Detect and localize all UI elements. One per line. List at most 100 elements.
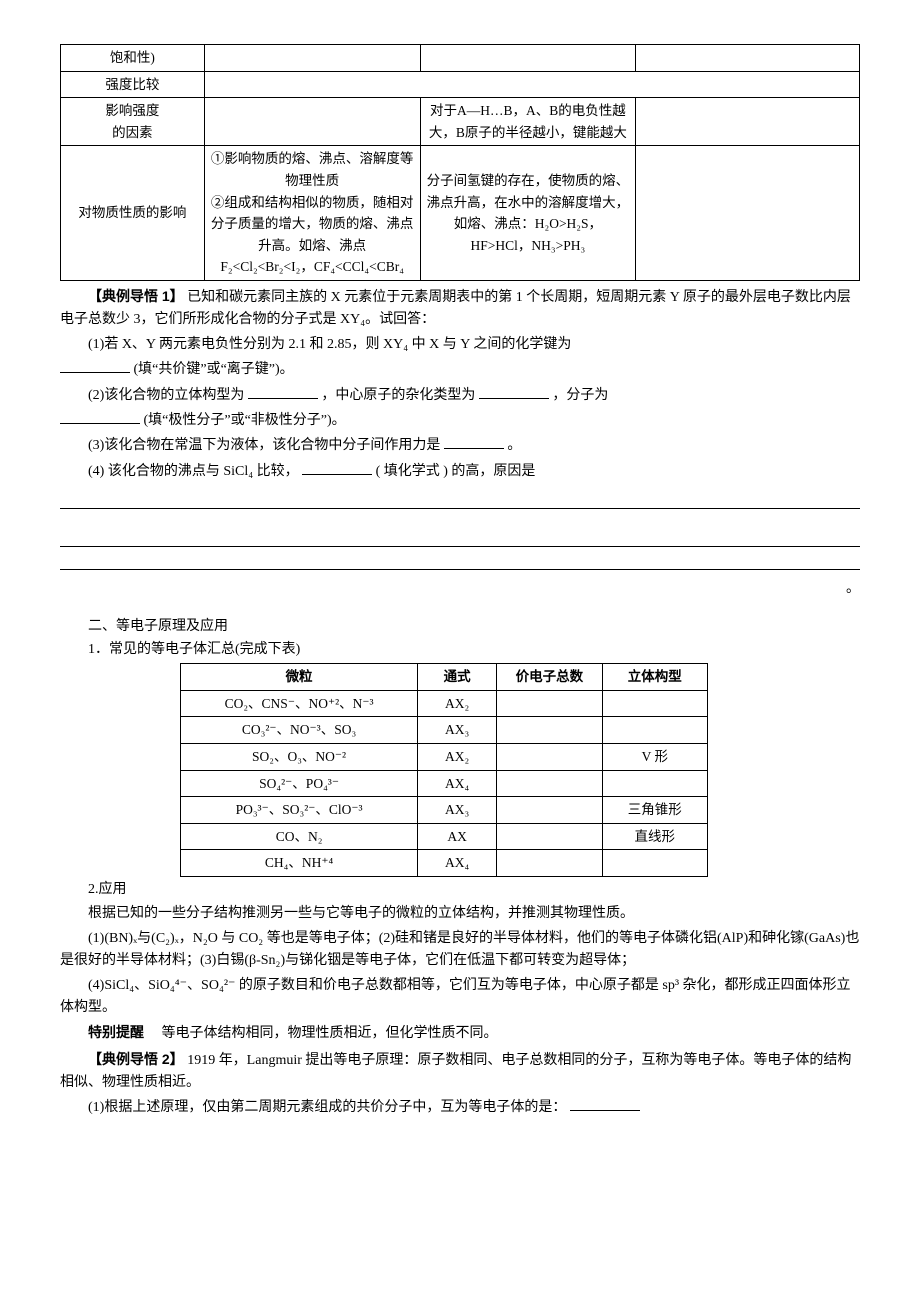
app-p3: (4)SiCl₄、SiO₄⁴⁻、SO₄²⁻ 的原子数目和价电子总数都相等，它们互…: [60, 975, 860, 1020]
table-row: CH₄、NH⁺⁴AX₄: [181, 850, 708, 877]
q1-text-a: (1)若 X、Y 两元素电负性分别为 2.1 和 2.85，则 XY₄ 中 X …: [88, 337, 571, 352]
cell: V 形: [602, 744, 707, 771]
cell: [602, 850, 707, 877]
example-1-q3: (3)该化合物在常温下为液体，该化合物中分子间作用力是 。: [60, 434, 860, 457]
blank-line[interactable]: [60, 491, 860, 509]
cell: [636, 146, 860, 281]
q4-text-a: (4) 该化合物的沸点与 SiCl₄ 比较，: [88, 464, 299, 479]
cell: AX₂: [418, 690, 497, 717]
q1-text-b: (填“共价键”或“离子键”)。: [134, 362, 294, 377]
col-header: 立体构型: [602, 664, 707, 691]
table-row: CO₃²⁻、NO⁻³、SO₃AX₃: [181, 717, 708, 744]
cell: CO₃²⁻、NO⁻³、SO₃: [181, 717, 418, 744]
example-2-stem: 【典例导悟 2】 1919 年，Langmuir 提出等电子原理：原子数相同、电…: [60, 1048, 860, 1095]
table-row: 饱和性): [61, 45, 860, 72]
section-2-sub2: 2.应用: [60, 879, 860, 901]
col-header: 通式: [418, 664, 497, 691]
blank-input[interactable]: [60, 409, 140, 424]
example-1-q1: (1)若 X、Y 两元素电负性分别为 2.1 和 2.85，则 XY₄ 中 X …: [60, 334, 860, 356]
q2-text-b: ，中心原子的杂化类型为: [321, 388, 475, 403]
q3-text-a: (3)该化合物在常温下为液体，该化合物中分子间作用力是: [88, 438, 440, 453]
table-row: SO₄²⁻、PO₄³⁻AX₄: [181, 770, 708, 797]
cell: 影响强度 的因素: [61, 98, 205, 146]
section-2-title: 二、等电子原理及应用: [60, 616, 860, 638]
blank-input[interactable]: [302, 460, 372, 475]
cell: [602, 717, 707, 744]
cell: 三角锥形: [602, 797, 707, 824]
cell: [497, 744, 602, 771]
cell: [204, 45, 420, 72]
cell: [636, 98, 860, 146]
cell: [636, 45, 860, 72]
table-row: SO₂、O₃、NO⁻²AX₂ V 形: [181, 744, 708, 771]
q2-text-a: (2)该化合物的立体构型为: [88, 388, 244, 403]
cell: CH₄、NH⁺⁴: [181, 850, 418, 877]
example-2-heading: 【典例导悟 2】: [88, 1051, 184, 1067]
table-row: CO、N₂AX 直线形: [181, 823, 708, 850]
q2-text-c: ，分子为: [552, 388, 608, 403]
cell: AX₃: [418, 717, 497, 744]
table-row: PO₃³⁻、SO₃²⁻、ClO⁻³AX₃三角锥形: [181, 797, 708, 824]
q3-text-b: 。: [507, 438, 521, 453]
blank-input[interactable]: [444, 434, 504, 449]
cell: 直线形: [602, 823, 707, 850]
isoelectronic-table: 微粒 通式 价电子总数 立体构型 CO₂、CNS⁻、NO⁺²、N⁻³AX₂CO₃…: [180, 663, 708, 877]
col-header: 价电子总数: [497, 664, 602, 691]
cell: AX: [418, 823, 497, 850]
app-p1: 根据已知的一些分子结构推测另一些与它等电子的微粒的立体结构，并推测其物理性质。: [60, 903, 860, 925]
blank-input[interactable]: [570, 1096, 640, 1111]
tip-text: 等电子体结构相同，物理性质相近，但化学性质不同。: [148, 1026, 498, 1041]
example-1-q4: (4) 该化合物的沸点与 SiCl₄ 比较， ( 填化学式 ) 的高，原因是: [60, 460, 860, 483]
cell: AX₄: [418, 770, 497, 797]
cell: [602, 690, 707, 717]
cell: [204, 71, 859, 98]
example-1-q2-line2: (填“极性分子”或“非极性分子”)。: [60, 409, 860, 432]
cell: CO、N₂: [181, 823, 418, 850]
app-p2: (1)(BN)ₓ与(C₂)ₓ，N₂O 与 CO₂ 等也是等电子体；(2)硅和锗是…: [60, 928, 860, 973]
tip-label: 特别提醒: [88, 1024, 144, 1040]
cell: 强度比较: [61, 71, 205, 98]
cell: CO₂、CNS⁻、NO⁺²、N⁻³: [181, 690, 418, 717]
table-head-row: 微粒 通式 价电子总数 立体构型: [181, 664, 708, 691]
q4-text-b: ( 填化学式 ) 的高，原因是: [376, 464, 536, 479]
section-2-sub1: 1．常见的等电子体汇总(完成下表): [60, 639, 860, 661]
q2-text-d: (填“极性分子”或“非极性分子”)。: [144, 413, 346, 428]
cell: AX₃: [418, 797, 497, 824]
cell: [602, 770, 707, 797]
cell: [497, 823, 602, 850]
blank-line[interactable]: [60, 529, 860, 547]
app-tip: 特别提醒 等电子体结构相同，物理性质相近，但化学性质不同。: [60, 1021, 860, 1045]
cell: [497, 690, 602, 717]
cell: AX₄: [418, 850, 497, 877]
blank-input[interactable]: [248, 384, 318, 399]
example-1-heading: 【典例导悟 1】: [88, 288, 184, 304]
example-1-stem: 【典例导悟 1】 已知和碳元素同主族的 X 元素位于元素周期表中的第 1 个长周…: [60, 285, 860, 332]
cell: 分子间氢键的存在，使物质的熔、沸点升高，在水中的溶解度增大，如熔、沸点：H₂O>…: [420, 146, 636, 281]
blank-line[interactable]: [60, 555, 860, 570]
blank-line-wrap: 。: [60, 555, 860, 601]
cell: [497, 770, 602, 797]
cell: AX₂: [418, 744, 497, 771]
col-header: 微粒: [181, 664, 418, 691]
cell: ①影响物质的熔、沸点、溶解度等物理性质 ②组成和结构相似的物质，随相对分子质量的…: [204, 146, 420, 281]
table-row: CO₂、CNS⁻、NO⁺²、N⁻³AX₂: [181, 690, 708, 717]
cell: [497, 717, 602, 744]
table-row: 强度比较: [61, 71, 860, 98]
ex2-q1-text: (1)根据上述原理，仅由第二周期元素组成的共价分子中，互为等电子体的是：: [88, 1100, 566, 1115]
cell: [420, 45, 636, 72]
table-row: 影响强度 的因素 对于A—H…B，A、B的电负性越大，B原子的半径越小，键能越大: [61, 98, 860, 146]
cell: 饱和性): [61, 45, 205, 72]
cell: 对物质性质的影响: [61, 146, 205, 281]
blank-input[interactable]: [479, 384, 549, 399]
cell: [204, 98, 420, 146]
example-1-q1-line2: (填“共价键”或“离子键”)。: [60, 358, 860, 381]
example-2-q1: (1)根据上述原理，仅由第二周期元素组成的共价分子中，互为等电子体的是：: [60, 1096, 860, 1119]
cell: SO₄²⁻、PO₄³⁻: [181, 770, 418, 797]
properties-table: 饱和性) 强度比较 影响强度 的因素 对于A—H…B，A、B的电负性越大，B原子…: [60, 44, 860, 281]
cell: 对于A—H…B，A、B的电负性越大，B原子的半径越小，键能越大: [420, 98, 636, 146]
cell: SO₂、O₃、NO⁻²: [181, 744, 418, 771]
table-row: 对物质性质的影响 ①影响物质的熔、沸点、溶解度等物理性质 ②组成和结构相似的物质…: [61, 146, 860, 281]
cell: [497, 850, 602, 877]
blank-input[interactable]: [60, 358, 130, 373]
example-1-q2: (2)该化合物的立体构型为 ，中心原子的杂化类型为 ，分子为: [60, 384, 860, 407]
